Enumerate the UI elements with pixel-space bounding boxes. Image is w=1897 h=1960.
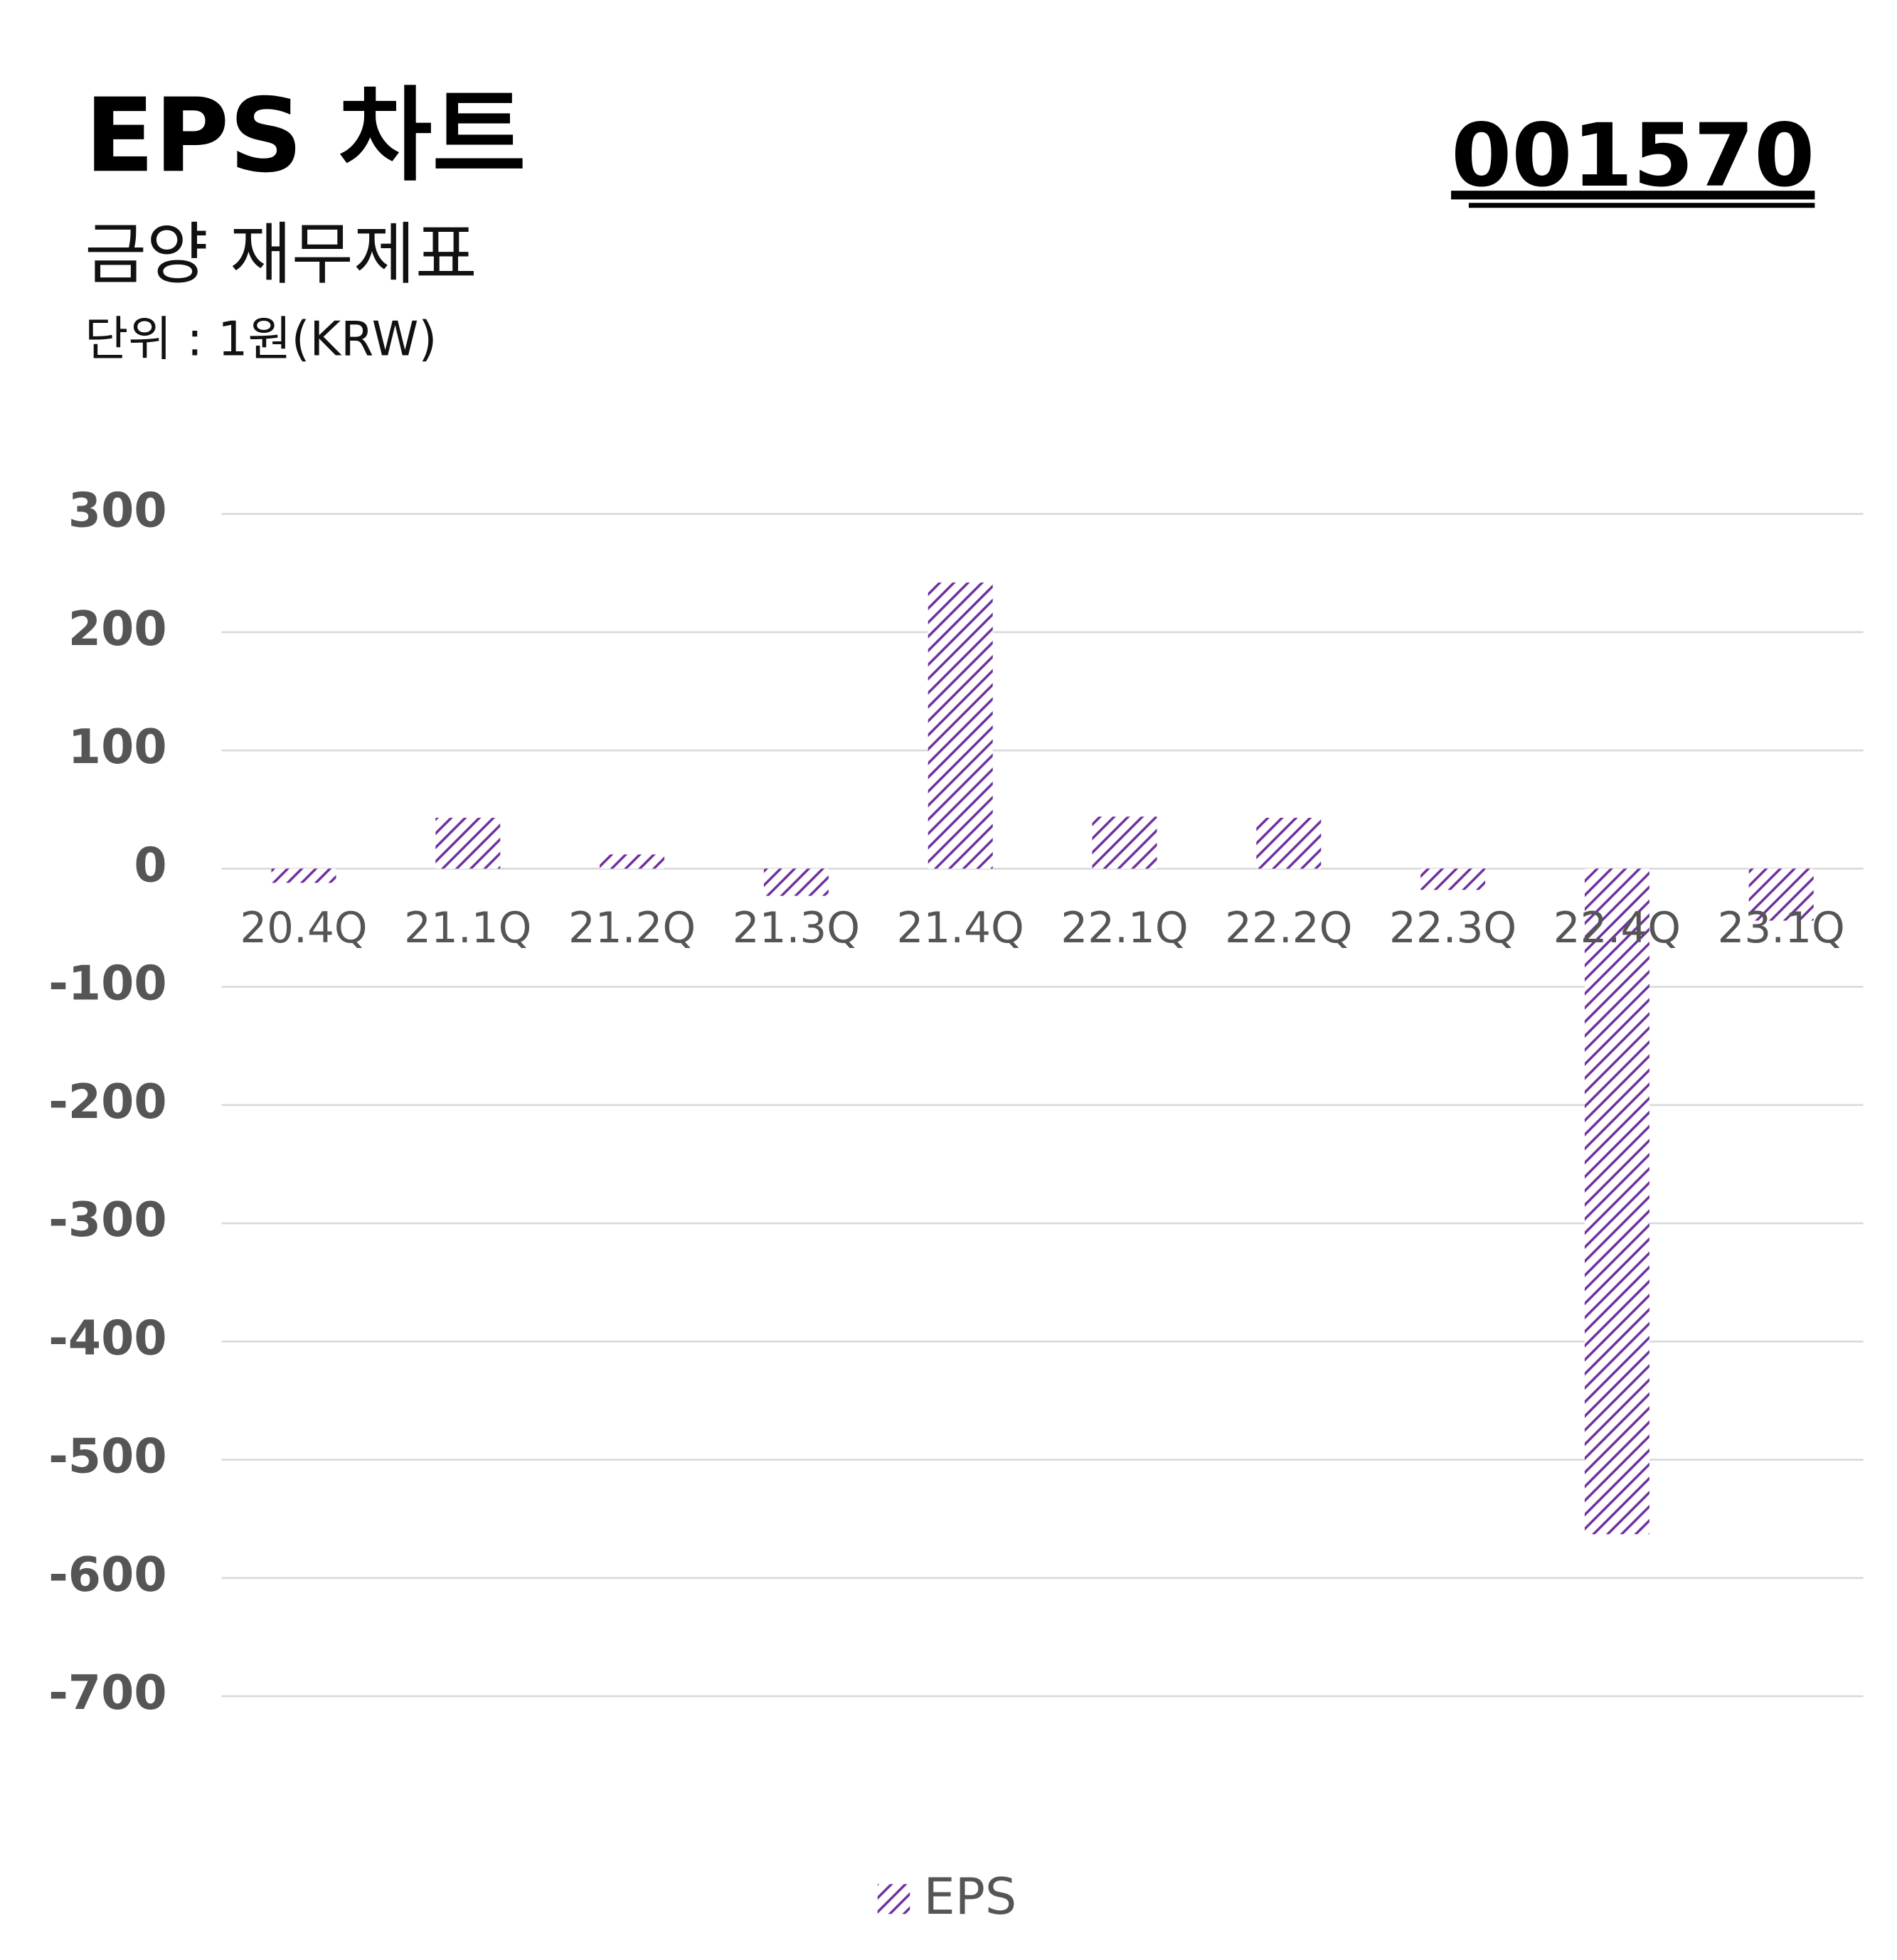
x-tick-label: 21.1Q	[404, 904, 531, 953]
y-tick-label: -200	[48, 1074, 166, 1129]
y-tick-label: 0	[134, 837, 166, 893]
unit-label: 단위 : 1원(KRW)	[85, 311, 437, 366]
y-tick-label: -300	[48, 1192, 166, 1247]
bar	[1092, 816, 1157, 869]
x-tick-label: 22.2Q	[1225, 904, 1352, 953]
y-tick-label: -700	[48, 1665, 166, 1720]
bar	[1748, 868, 1814, 921]
x-tick-label: 22.1Q	[1061, 904, 1188, 953]
x-tick-label: 21.4Q	[897, 904, 1024, 953]
x-tick-label: 23.1Q	[1718, 904, 1845, 953]
legend-label: EPS	[924, 1868, 1017, 1926]
legend-swatch	[877, 1884, 910, 1914]
x-tick-label: 20.4Q	[240, 904, 367, 953]
y-tick-label: 300	[68, 483, 167, 538]
x-tick-label: 21.3Q	[733, 904, 860, 953]
y-tick-label: 100	[68, 719, 167, 774]
bar	[928, 582, 993, 869]
y-tick-label: -100	[48, 956, 166, 1011]
y-tick-label: 200	[68, 601, 167, 656]
stock-code: 001570	[1451, 105, 1814, 206]
bar	[1256, 817, 1322, 869]
bar	[1584, 868, 1649, 1535]
subtitle: 금양 재무제표	[85, 215, 477, 294]
bar	[600, 854, 665, 869]
y-tick-label: -400	[48, 1310, 166, 1365]
page-title: EPS 차트	[85, 76, 526, 195]
bar	[1420, 868, 1486, 890]
bar	[763, 868, 829, 896]
x-tick-label: 22.4Q	[1553, 904, 1681, 953]
y-tick-label: -600	[48, 1547, 166, 1602]
x-tick-label: 22.3Q	[1389, 904, 1516, 953]
y-tick-label: -500	[48, 1429, 166, 1484]
x-tick-label: 21.2Q	[568, 904, 696, 953]
bar	[271, 868, 336, 883]
bar	[435, 817, 501, 869]
